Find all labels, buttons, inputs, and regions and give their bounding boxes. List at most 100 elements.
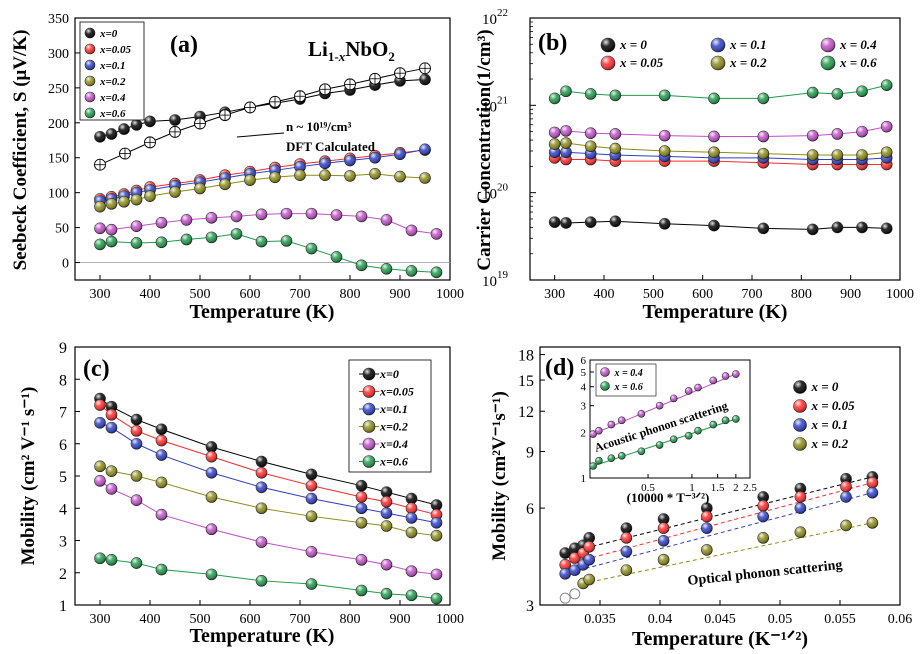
panel-b-x-0.4-point-shade [609,128,621,140]
panel-a-x-0.4-point-shade [94,222,106,234]
panel-c-x-0.05-point-shade [131,425,142,437]
panel-d-ytick-label: 9 [526,444,534,461]
panel-d-x-0.1-point-shade [757,511,769,523]
panel-d-x-0.05-point-shade [794,491,806,503]
panel-c-x-0-point-shade [256,455,267,467]
panel-c-legend-label-x-0.2: x=0.2 [379,420,408,434]
panel-c-x-0.6-point-shade [356,584,367,596]
panel-c-legend-box [348,359,432,473]
panel-b-legend: x = 0 x = 0.05 x = 0.1 x = 0.2 x = 0.4 x = 0.… [600,37,877,71]
panel-c-xtick-label: 900 [390,612,411,627]
panel-b-x-0.6-point-shade [549,92,561,104]
inset-legend: x = 0.4 x = 0.6 [595,363,657,397]
panel-c-xtick-label: 300 [90,612,111,627]
inset-x-0.6-point-shade [732,415,740,423]
panel-a-x-0.4-point-shade [106,224,117,236]
panel-d-x-0.2-fit-line [583,522,873,584]
panel-b-x-0.4-point-shade [585,127,597,139]
panel-a-x-0.6-point-shade [281,235,292,247]
panel-c-x-0.1-point-shade [406,512,417,524]
panel-c-x-0-point-shade [381,486,392,498]
inset-xtick-label: 2 [733,482,739,494]
panel-c-x-0.05-point-shade [106,409,117,421]
panel-a-legend-marker-x-0.6-shade [85,108,95,118]
panel-d-x-0.2-point-shade [620,564,632,576]
panel-b-x-0.6-point-shade [757,92,769,104]
panel-b-ytick-label: 1020 [482,182,509,203]
panel-c-x-0-point-shade [206,441,217,453]
panel-a-xtick-label: 700 [290,287,311,302]
panel-b-ylabel: Carrier Concentration(1/cm³) [474,29,495,270]
dft-annotation-line1: n ~ 10¹⁹/cm³ [286,119,351,134]
panel-a-x-0.4-point-shade [181,214,192,226]
panel-b-x-0.6-point-shade [881,79,893,91]
panel-b-x-0.6-point-shade [560,85,572,97]
panel-d-x-0-point-shade [701,502,713,514]
panel-c-x-0.2-point-shade [306,510,317,522]
inset-x-0.4-point-shade [685,387,693,395]
panel-c-ytick-label: 9 [59,340,67,357]
panel-a-ylabel: Seebeck Coefficient, S (μV/K) [10,30,31,271]
panel-c-ytick-label: 7 [59,405,67,422]
panel-a-xtick-label: 1000 [436,287,464,302]
panel-b-x-0-point-shade [807,223,819,235]
panel-d-legend-label-x-0: x = 0 [811,379,839,394]
panel-b-legend-label-x-0.6: x = 0.6 [839,55,877,70]
panel-a-ytick-label: 150 [48,152,69,167]
panel-a-x-0.4-point-shade [356,210,367,222]
panel-b-legend-marker-x-0.05-shade [601,56,615,70]
panel-d-x-0-point-shade [620,522,632,534]
panel-b-xtick-label: 600 [692,287,713,302]
inset-x-0.6-point-shade [694,427,702,435]
panel-d-x-0.1-point-shade [620,545,632,557]
panel-c-x-0.6-point-shade [131,557,142,569]
panel-a-xtick-label: 900 [390,287,411,302]
panel-a-ytick-label: 0 [62,257,69,272]
panel-b-x-0.2-point-shade [659,145,671,157]
panel-b-ytick-label: 1021 [482,94,508,115]
panel-d-x-0.05-fit-line [565,482,873,566]
panel-d-x-0.1-point-shade [794,502,806,514]
panel-b-xtick-label: 1000 [886,287,914,302]
panel-a: 300 400 500 600 700 800 900 1000 0 50 100 150 200 250… [10,12,464,323]
panel-a-xtick-label: 400 [140,287,161,302]
panel-b-legend-marker-x-0.2-shade [711,56,725,70]
panel-c-ytick-label: 5 [59,469,67,486]
panel-d-x-0-point-shade [794,483,806,495]
panel-c-x-0-point-shade [306,468,317,480]
panel-b-x-0-point-shade [856,221,868,233]
panel-d-x-0.2-point-shade [701,544,713,556]
panel-c-x-0.05-point-shade [306,480,317,492]
panel-d-legend-marker-x-0.05-shade [793,399,807,413]
panel-b-x-0.1-point-shade [549,146,561,158]
panel-d-x-0.05-point-shade [757,500,769,512]
panel-d-legend-label-x-0.05: x = 0.05 [811,398,856,413]
panel-c-ytick-label: 2 [59,566,67,583]
panel-b-x-0.2-point-shade [609,143,621,155]
panel-c-x-0.1-point-shade [256,481,267,493]
panel-d-xlabel: Temperature (K⁻¹ᐟ²) [632,628,808,650]
inset-legend-marker-x-0.6-shade [600,381,610,391]
panel-a-x-0.2-point-shade [169,186,181,198]
panel-c-x-0.1-point-shade [131,438,142,450]
panel-a-x-0-line [99,78,426,138]
panel-d-xtick-label: 0.035 [584,612,616,627]
inset-x-0.4-point-shade [589,430,597,438]
inset-x-0.4-point-shade [618,416,626,424]
panel-c-x-0.2-point-shade [381,520,392,532]
panel-a-x-0-point-shade [419,73,431,85]
panel-d-x-0.05-point-shade [840,481,852,493]
panel-a-dft-annotation: n ~ 10¹⁹/cm³ DFT Calculated [236,119,376,154]
panel-c-x-0.1-point-shade [431,517,442,529]
panel-c-legend-marker-x-0-shade [363,368,375,380]
panel-c-x-0-point-shade [406,493,417,505]
inset-x-0.6-point-shade [685,432,693,440]
panel-c-letter: (c) [83,356,110,382]
panel-d-ytick-label: 6 [526,501,534,518]
panel-c-x-0-point-shade [106,401,117,413]
panel-c-x-0.05-point-shade [94,399,106,411]
inset-xlabel: (10000 * T⁻³ᐟ²) [627,490,710,505]
panel-a-x-0.2-point-shade [106,198,117,210]
panel-a-x-0.1-point-shade [419,143,431,155]
panel-d-x-0-point-shade [658,513,670,525]
